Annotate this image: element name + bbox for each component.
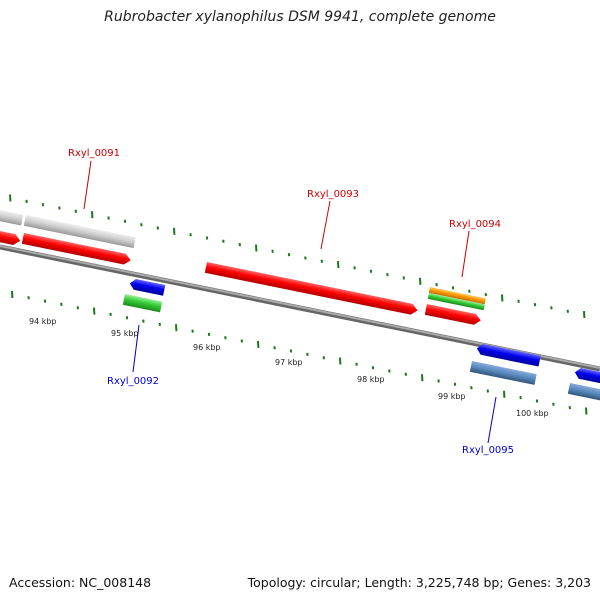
feature-red-left[interactable]	[0, 229, 21, 246]
scale-label-98: 98 kbp	[357, 375, 385, 384]
feature-green-rxyl-0094[interactable]	[427, 293, 485, 311]
gene-label-rxyl-0092[interactable]: Rxyl_0092	[107, 376, 159, 387]
scale-label-99: 99 kbp	[438, 392, 466, 401]
leader-rxyl-0092	[132, 324, 140, 373]
feature-blue-right[interactable]	[574, 367, 600, 386]
leader-rxyl-0094	[461, 230, 470, 278]
feature-blue-rxyl-0092[interactable]	[129, 278, 166, 296]
leader-rxyl-0091	[83, 160, 92, 210]
gene-label-rxyl-0094[interactable]: Rxyl_0094	[449, 219, 501, 230]
feature-orange-rxyl-0094[interactable]	[428, 287, 486, 305]
feature-red-rxyl-0094[interactable]	[424, 304, 482, 326]
scale-label-96: 96 kbp	[193, 343, 221, 352]
scale-label-97: 97 kbp	[275, 358, 303, 367]
gene-label-rxyl-0095[interactable]: Rxyl_0095	[462, 445, 514, 456]
feature-green-rxyl-0092[interactable]	[122, 294, 163, 313]
tick-row-lower	[11, 290, 588, 415]
feature-blue-rxyl-0095[interactable]	[476, 343, 541, 367]
feature-red-rxyl-0091[interactable]	[21, 233, 132, 266]
leader-rxyl-0093	[320, 200, 331, 250]
feature-red-rxyl-0093[interactable]	[204, 262, 419, 316]
accession-text: Accession: NC_008148	[9, 575, 152, 590]
tick-row-upper	[9, 194, 586, 319]
scale-label-95: 95 kbp	[111, 329, 139, 338]
gene-label-rxyl-0093[interactable]: Rxyl_0093	[307, 189, 359, 200]
scale-label-94: 94 kbp	[29, 317, 57, 326]
feature-steel-right[interactable]	[567, 383, 600, 403]
topology-text: Topology: circular; Length: 3,225,748 bp…	[247, 575, 591, 590]
map-title: Rubrobacter xylanophilus DSM 9941, compl…	[104, 9, 496, 25]
feature-steel-rxyl-0095[interactable]	[469, 361, 537, 385]
leader-rxyl-0095	[487, 396, 497, 444]
feature-gray-left-1[interactable]	[0, 208, 24, 226]
gene-label-rxyl-0091[interactable]: Rxyl_0091	[68, 148, 120, 159]
scale-label-100: 100 kbp	[516, 409, 549, 418]
feature-gray-rxyl-0091[interactable]	[23, 215, 136, 249]
